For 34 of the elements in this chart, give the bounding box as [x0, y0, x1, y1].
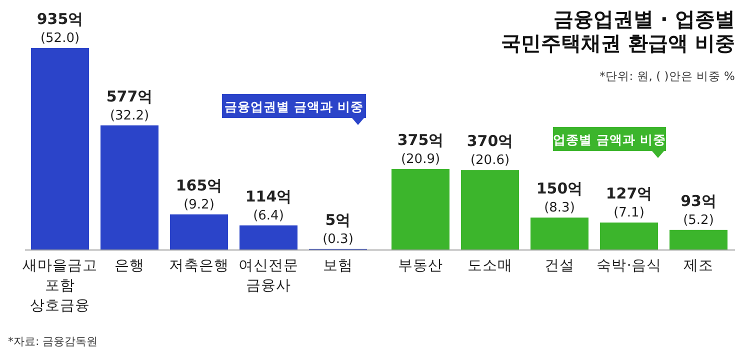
bar: [461, 170, 519, 250]
data-label: 577억 (32.2): [106, 87, 153, 124]
x-tick-label: 새마을금고 포함 상호금융: [22, 258, 98, 314]
x-tick-label: 제조: [684, 258, 714, 274]
data-label: 375억 (20.9): [397, 130, 444, 167]
bar: [392, 168, 450, 250]
x-tick-label: 여신전문 금융사: [238, 258, 298, 294]
x-tick-label: 건설: [544, 258, 574, 274]
data-label: 370억 (20.6): [466, 132, 514, 168]
annotation: *단위: 원, ( )안은 비중 %: [600, 69, 736, 83]
data-label: 5억 (0.3): [322, 210, 354, 247]
data-label: 114억 (6.4): [245, 187, 292, 224]
bar: [240, 225, 298, 250]
data-label: 150억 (8.3): [536, 180, 583, 216]
text: *자료: 금융감독원: [8, 335, 98, 348]
bar: [31, 48, 89, 250]
x-tick-label: 보험: [323, 258, 353, 274]
bar: [530, 218, 588, 250]
data-label: 165억 (9.2): [176, 176, 222, 212]
bar: [670, 230, 728, 250]
chart-title: 금융업권별 · 업종별 국민주택채권 환급액 비중: [501, 7, 735, 55]
data-label: 93억 (5.2): [680, 192, 716, 228]
text: 업종별 금액과 비중: [553, 132, 666, 147]
x-tick-label: 저축은행: [169, 258, 229, 274]
x-tick-label: 은행: [114, 258, 144, 274]
x-tick-label: 부동산: [398, 258, 443, 274]
x-tick-label: 숙박·음식: [596, 258, 662, 274]
x-tick-label: 도소매: [468, 258, 512, 274]
bar: [600, 222, 658, 250]
data-label: 127억 (7.1): [606, 184, 652, 221]
bar: [100, 125, 158, 250]
data-label: 935억 (52.0): [36, 10, 84, 46]
text: 금융업권별 금액과 비중: [224, 99, 364, 114]
bar: [170, 214, 228, 250]
